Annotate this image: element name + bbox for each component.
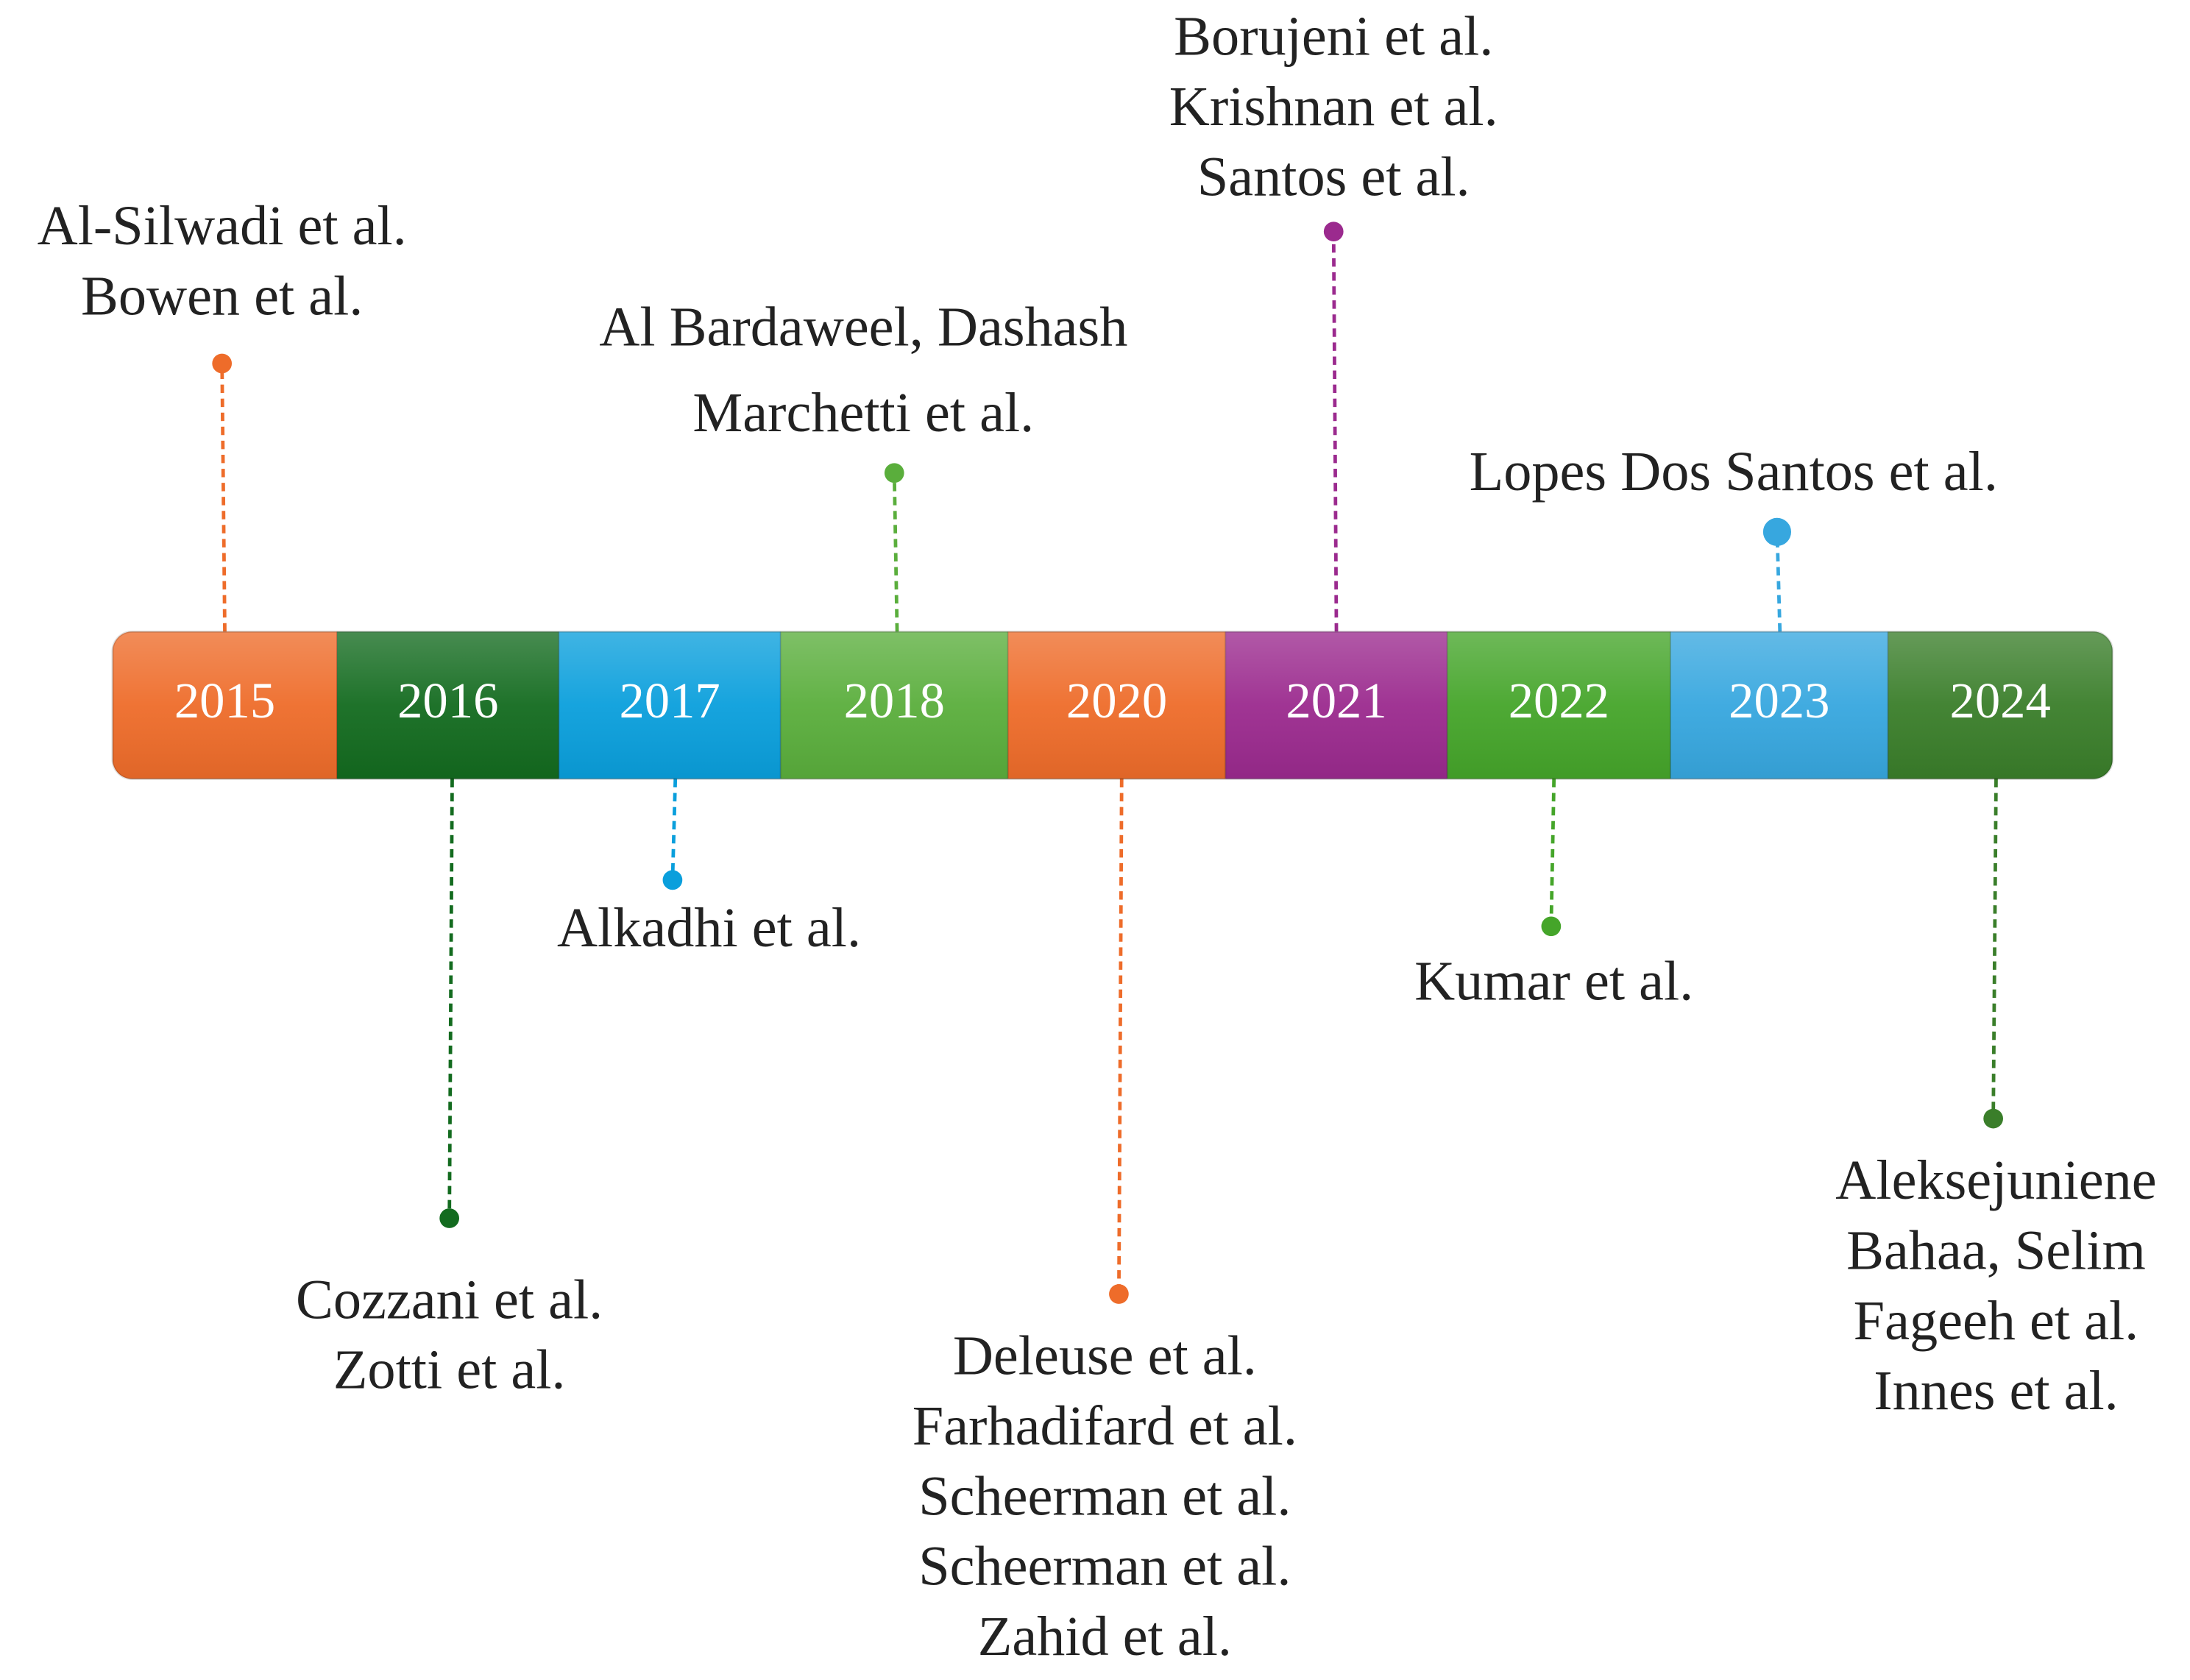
author-label: Deleuse et al. [953,1325,1257,1387]
segment-shine [1888,631,2113,779]
connector-dot [1762,517,1792,546]
connector-dot [884,463,904,483]
year-label: 2018 [844,673,945,729]
segment-shine [1007,631,1226,779]
author-label: Borujeni et al. [1174,5,1493,68]
connector [447,779,454,1219]
connector [670,779,678,880]
connector-dot [439,1208,460,1228]
author-label: Bahaa, Selim [1846,1219,2146,1282]
year-label: 2024 [1950,673,2051,729]
year-label: 2016 [397,673,498,729]
author-label: Scheerman et al. [918,1464,1291,1527]
connector [1775,531,1782,632]
connector [1549,779,1556,926]
author-label: Cozzani et al. [296,1268,603,1330]
year-label: 2021 [1286,673,1386,729]
author-label: Krishnan et al. [1169,75,1498,138]
author-label: Bowen et al. [81,265,363,327]
bar-outline [111,630,2114,780]
segment-shine [1225,631,1447,779]
connector [1117,779,1124,1294]
segment-shine [1670,631,1888,779]
connector-dot [1109,1284,1129,1304]
segment-shine [337,631,559,779]
author-label: Kumar et al. [1414,949,1693,1012]
author-label: Al Bardaweel, Dashash [599,296,1127,358]
year-label: 2015 [174,673,275,729]
author-label: Marchetti et al. [692,381,1034,444]
year-label: 2020 [1066,673,1167,729]
author-label: Alkadhi et al. [557,896,861,959]
timeline-bar [112,631,2113,779]
author-label: Fageeh et al. [1854,1289,2139,1352]
connector [892,472,899,632]
connector [1331,231,1339,632]
author-label: Lopes Dos Santos et al. [1470,440,1998,503]
author-label: Farhadifard et al. [912,1394,1297,1457]
author-label: Zahid et al. [978,1605,1232,1667]
segment-shine [559,631,781,779]
segment-shine [1447,631,1670,779]
author-label: Aleksejuniene [1835,1149,2156,1211]
author-label: Santos et al. [1197,145,1470,208]
connector-dot [662,870,683,890]
connector-dot [1541,916,1562,937]
connector-dot [1323,221,1344,242]
year-label: 2017 [619,673,720,729]
author-label: Innes et al. [1874,1359,2119,1422]
segment-shine [112,631,338,779]
connector-dot [212,353,233,374]
author-label: Scheerman et al. [918,1535,1291,1598]
segment-shine [780,631,1008,779]
year-label: 2022 [1509,673,1609,729]
author-label: Al-Silwadi et al. [38,194,407,257]
connector [1991,779,1998,1119]
connector [220,363,227,632]
connector-dot [1983,1108,2004,1129]
author-label: Zotti et al. [333,1339,566,1401]
year-label: 2023 [1729,673,1829,729]
